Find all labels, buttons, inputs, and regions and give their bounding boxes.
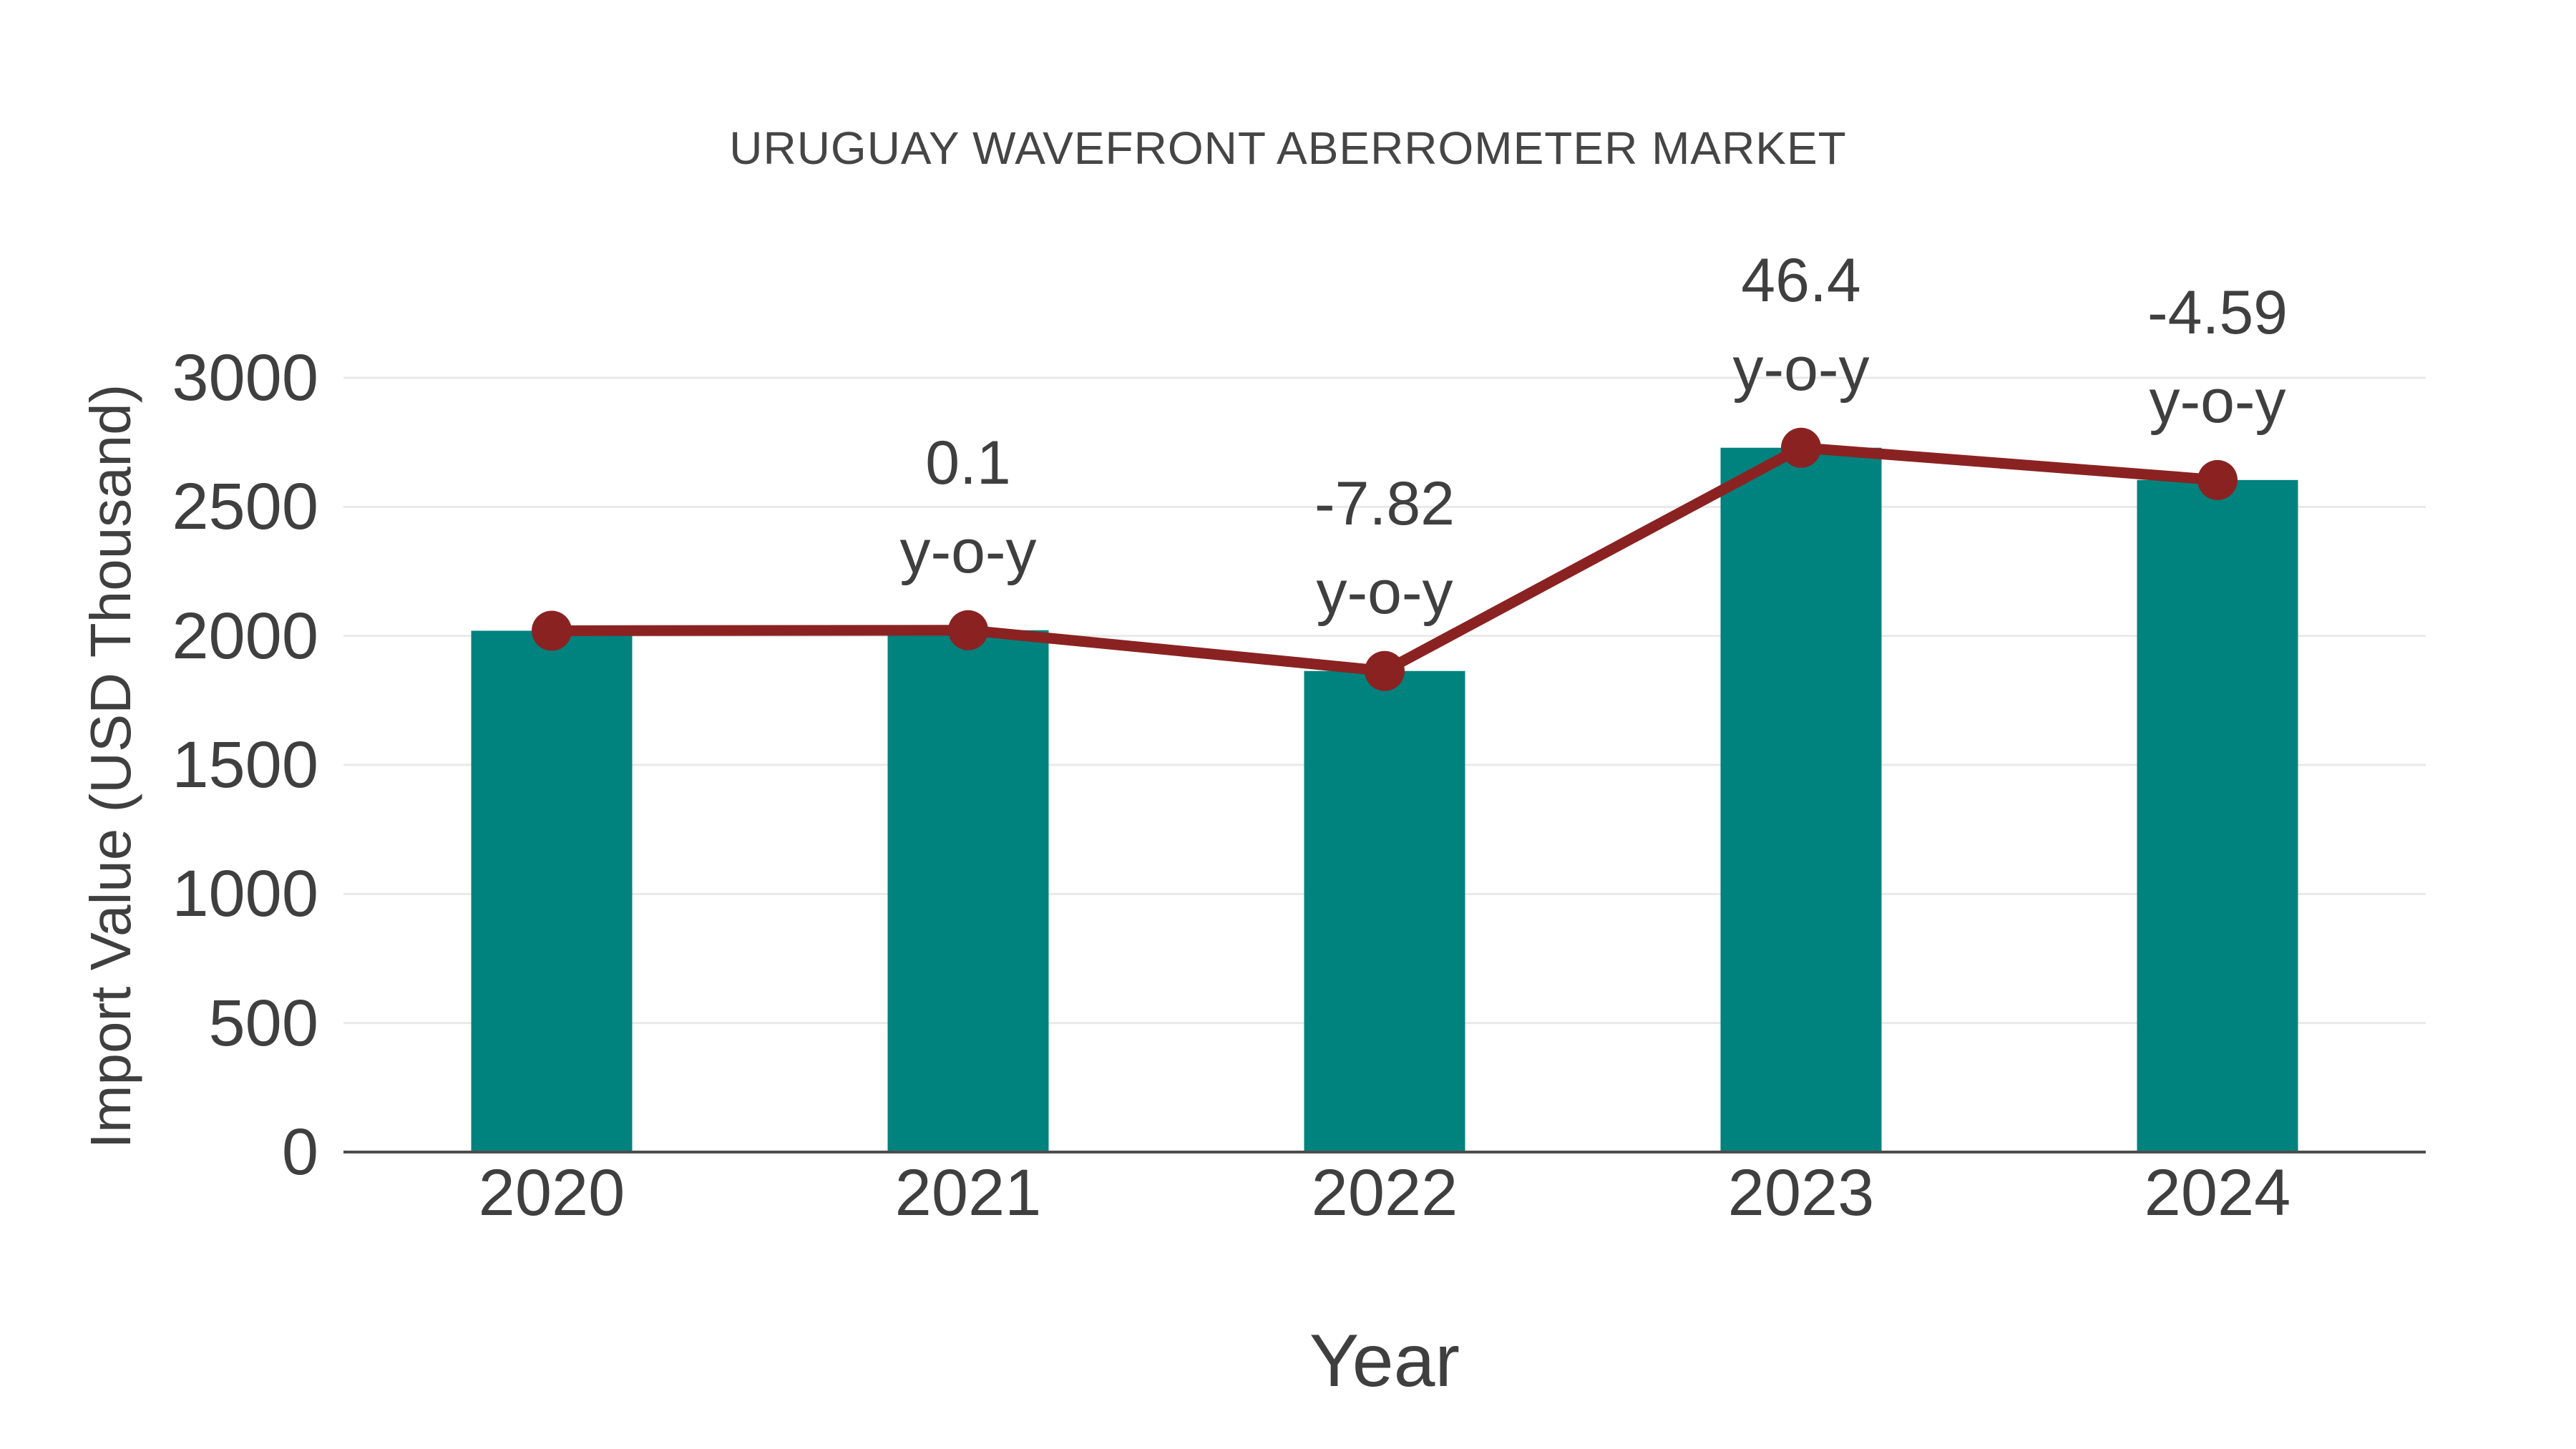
annotation-2024: -4.59 y-o-y (2147, 268, 2288, 446)
marker-2023[interactable] (1781, 427, 1821, 468)
y-tick-label-2500: 2500 (172, 470, 318, 544)
y-tick-label-0: 0 (281, 1116, 318, 1189)
y-tick-label-2000: 2000 (172, 599, 318, 673)
annotation-2021: 0.1 y-o-y (899, 419, 1036, 596)
annotation-suffix: y-o-y (899, 517, 1037, 586)
annotation-value: -4.59 (2147, 278, 2288, 347)
bar-2024[interactable] (2137, 479, 2298, 1152)
y-tick-label-1000: 1000 (172, 857, 318, 931)
bar-2021[interactable] (887, 630, 1049, 1152)
marker-2024[interactable] (2197, 459, 2238, 500)
annotation-value: 46.4 (1741, 245, 1861, 315)
y-tick-label-3000: 3000 (172, 341, 318, 414)
y-tick-label-1500: 1500 (172, 728, 318, 801)
annotation-suffix: y-o-y (1732, 334, 1870, 404)
x-tick-label-2022: 2022 (1311, 1156, 1458, 1229)
marker-2021[interactable] (948, 610, 988, 650)
annotation-2022: -7.82 y-o-y (1314, 459, 1455, 637)
bar-2022[interactable] (1304, 670, 1465, 1152)
x-tick-label-2021: 2021 (894, 1156, 1042, 1229)
bar-2023[interactable] (1720, 447, 1882, 1152)
marker-2022[interactable] (1365, 650, 1405, 691)
bar-2020[interactable] (471, 630, 633, 1152)
annotation-2023: 46.4 y-o-y (1732, 236, 1869, 414)
y-tick-label-500: 500 (208, 986, 319, 1060)
annotation-suffix: y-o-y (2149, 366, 2286, 436)
chart-title: URUGUAY WAVEFRONT ABERROMETER MARKET (729, 122, 1847, 174)
x-tick-label-2023: 2023 (1727, 1156, 1875, 1229)
marker-2020[interactable] (532, 610, 572, 651)
x-axis-title: Year (1309, 1319, 1460, 1402)
x-tick-label-2020: 2020 (478, 1156, 625, 1229)
annotation-value: 0.1 (925, 428, 1011, 497)
annotation-value: -7.82 (1314, 469, 1455, 538)
annotation-suffix: y-o-y (1316, 557, 1453, 627)
x-tick-label-2024: 2024 (2144, 1156, 2291, 1229)
